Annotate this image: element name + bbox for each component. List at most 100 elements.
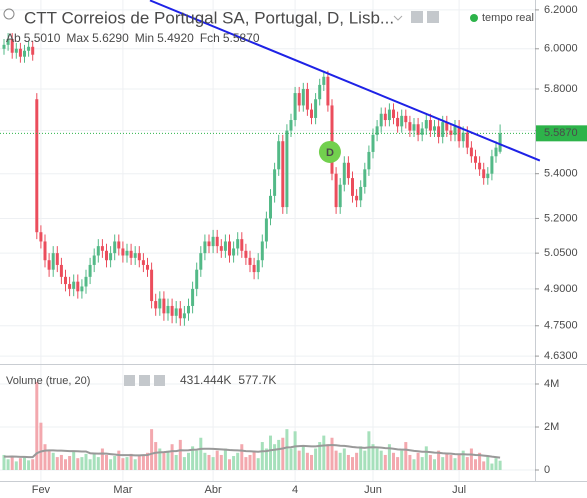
candle-body — [121, 248, 125, 256]
volume-bar — [433, 459, 436, 471]
candle-body — [141, 260, 145, 265]
candle-body — [334, 173, 338, 208]
eye-icon[interactable] — [124, 375, 135, 386]
volume-bar — [117, 450, 121, 471]
candle-body — [240, 239, 244, 251]
candle-body — [236, 239, 240, 249]
ohlc-legend-label: Fch — [200, 31, 220, 45]
candle-body — [392, 109, 395, 118]
candle-body — [416, 124, 420, 135]
volume-bar — [133, 459, 137, 471]
volume-bar — [68, 456, 72, 471]
x-tick-label: Jun — [364, 484, 382, 496]
volume-legend-value: 577.7K — [238, 373, 276, 387]
candle-body — [424, 120, 428, 129]
candle-body — [498, 133, 502, 152]
volume-bar — [223, 448, 227, 471]
candle-body — [371, 134, 375, 152]
candle-body — [351, 178, 354, 196]
volume-bar — [269, 435, 272, 471]
volume-bar — [379, 450, 383, 471]
candle-body — [191, 288, 195, 306]
volume-bar — [371, 444, 375, 471]
candle-body — [244, 250, 248, 258]
candle-body — [76, 281, 80, 292]
volume-bar — [277, 439, 281, 471]
candle-body — [39, 232, 43, 242]
volume-bar — [248, 454, 252, 471]
ohlc-legend-value: 5.4920 — [157, 31, 194, 45]
volume-bar — [396, 457, 400, 471]
volume-bar — [252, 450, 256, 471]
volume-bar — [27, 460, 31, 471]
candle-body — [252, 264, 256, 273]
y-tick-label: 2M — [544, 421, 559, 433]
x-tick-label: Abr — [205, 484, 222, 496]
candle-body — [113, 241, 117, 254]
candle-body — [355, 195, 359, 201]
volume-bar — [150, 429, 154, 471]
volume-bar — [18, 458, 22, 471]
volume-bar — [121, 458, 125, 471]
candle-body — [64, 276, 67, 285]
candle-body — [187, 305, 190, 314]
volume-bar — [256, 458, 260, 471]
candle-body — [228, 241, 231, 256]
volume-bar — [219, 454, 223, 471]
close-icon[interactable] — [154, 375, 165, 386]
candle-body — [433, 126, 436, 131]
volume-bar — [408, 454, 412, 471]
ohlc-legend-label: Ab — [6, 31, 21, 45]
volume-bar — [55, 457, 59, 471]
volume-bar — [346, 454, 350, 471]
candle-body — [445, 122, 449, 131]
candle-body — [314, 99, 318, 118]
volume-bar — [141, 456, 145, 471]
candle-body — [68, 284, 72, 289]
candle-body — [305, 88, 309, 110]
x-tick-label: 4 — [292, 484, 298, 496]
volume-bar — [244, 457, 248, 471]
volume-bar — [215, 450, 219, 471]
ohlc-legend-value: 5.6290 — [92, 31, 129, 45]
volume-bar — [232, 456, 236, 471]
volume-bar — [420, 457, 424, 471]
settings-icon[interactable] — [411, 11, 423, 23]
volume-bar — [424, 446, 428, 471]
volume-bar — [76, 458, 80, 471]
volume-bar — [109, 459, 113, 471]
chart-title: CTT Correios de Portugal SA, Portugal, D… — [24, 8, 394, 27]
dropdown-icon[interactable] — [393, 15, 403, 21]
candle-body — [84, 276, 88, 287]
candle-body — [379, 113, 383, 127]
candle-body — [437, 126, 441, 137]
volume-bar — [191, 446, 195, 471]
symbol-icon[interactable] — [3, 8, 15, 20]
close-icon[interactable] — [427, 11, 439, 23]
volume-bar — [207, 454, 211, 471]
volume-bar — [412, 459, 416, 471]
volume-bar — [474, 459, 477, 471]
candle-body — [125, 250, 129, 256]
candle-body — [158, 298, 162, 309]
y-tick-label: 6.0000 — [544, 43, 578, 55]
settings-icon[interactable] — [139, 375, 150, 386]
candle-body — [211, 236, 215, 247]
candle-body — [109, 253, 113, 261]
candle-body — [289, 120, 293, 131]
status-dot — [470, 14, 478, 22]
volume-bar — [383, 454, 387, 471]
volume-bar — [162, 452, 166, 471]
candle-body — [150, 269, 154, 302]
volume-bar — [351, 457, 354, 471]
volume-bar — [301, 446, 305, 471]
volume-bar — [453, 458, 457, 471]
candle-body — [297, 93, 301, 106]
candle-body — [367, 151, 371, 170]
candle-body — [207, 241, 211, 247]
volume-bar — [96, 457, 100, 471]
volume-bar — [359, 446, 363, 471]
candle-body — [166, 305, 170, 314]
